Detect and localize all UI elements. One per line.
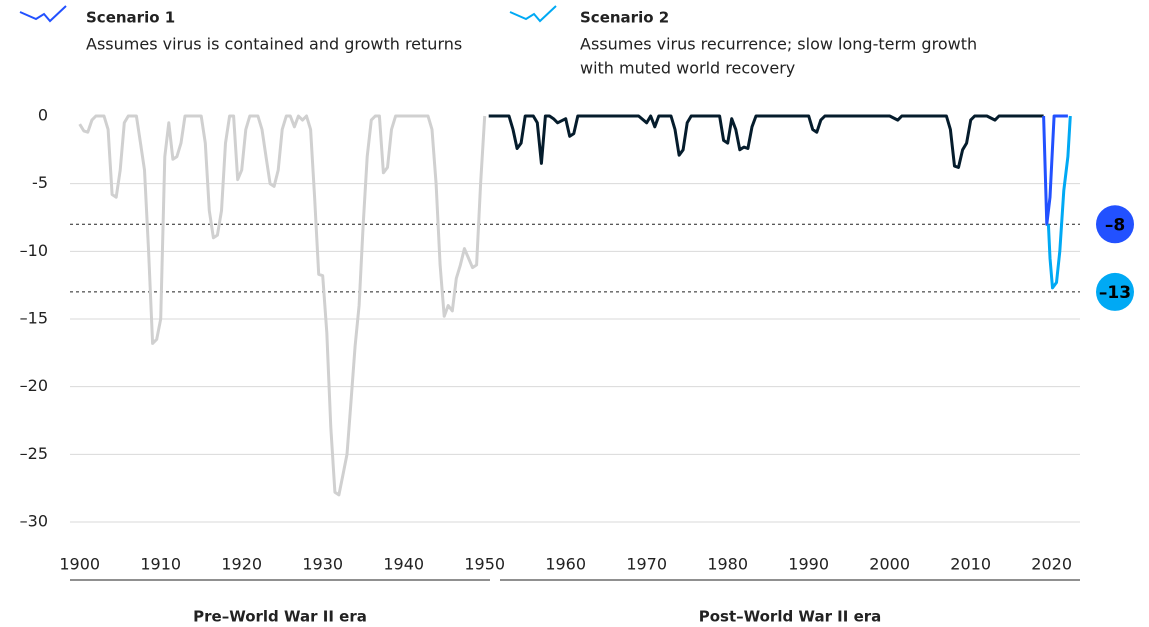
- x-tick-label: 2010: [950, 555, 991, 574]
- x-tick-label: 1980: [707, 555, 748, 574]
- line-series: [78, 114, 487, 497]
- y-tick-label: -5: [32, 173, 48, 192]
- x-tick-label: 1900: [59, 555, 100, 574]
- x-tick-label: 1960: [545, 555, 586, 574]
- x-tick-label: 2000: [869, 555, 910, 574]
- reference-badge: [1096, 272, 1134, 311]
- legend-description: with muted world recovery: [580, 59, 795, 78]
- y-tick-label: –10: [20, 241, 48, 260]
- reference-badge: [1096, 205, 1134, 244]
- x-tick-label: 1930: [302, 555, 343, 574]
- x-tick-label: 1950: [464, 555, 505, 574]
- line-series: [488, 114, 1044, 169]
- y-tick-label: –30: [20, 512, 48, 531]
- legend-icon: [509, 5, 557, 23]
- y-tick-label: 0: [38, 106, 48, 125]
- y-tick-label: –20: [20, 376, 48, 395]
- line-series: [1042, 114, 1068, 226]
- legend-description: Assumes virus is contained and growth re…: [86, 35, 462, 54]
- reference-label: –8: [1105, 215, 1125, 235]
- x-tick-label: 1920: [221, 555, 262, 574]
- legend-title: Scenario 1: [86, 9, 175, 27]
- legend-description: Assumes virus recurrence; slow long-term…: [580, 35, 977, 54]
- y-tick-label: –15: [20, 309, 48, 328]
- reference-label: –13: [1099, 283, 1131, 303]
- era-label: Post–World War II era: [699, 608, 882, 626]
- x-tick-label: 1910: [140, 555, 181, 574]
- x-tick-label: 1940: [383, 555, 424, 574]
- line-series: [1046, 115, 1072, 290]
- y-tick-label: –25: [20, 444, 48, 463]
- x-tick-label: 1970: [626, 555, 667, 574]
- x-tick-label: 2020: [1031, 555, 1072, 574]
- x-tick-label: 1990: [788, 555, 829, 574]
- legend-icon: [19, 5, 67, 23]
- legend-title: Scenario 2: [580, 9, 669, 27]
- era-label: Pre–World War II era: [193, 608, 367, 626]
